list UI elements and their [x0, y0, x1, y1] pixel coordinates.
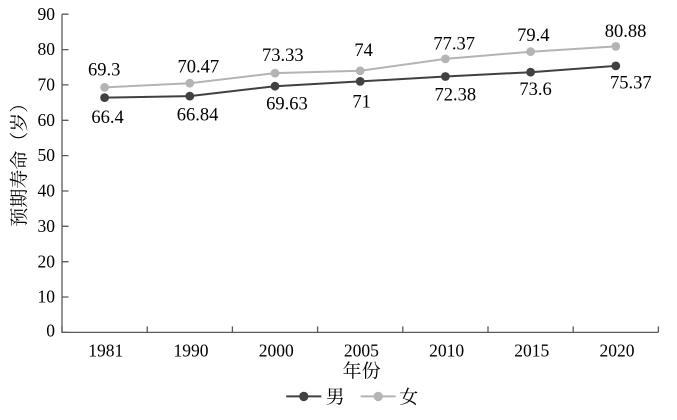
- svg-text:73.6: 73.6: [519, 80, 551, 100]
- svg-text:2010: 2010: [429, 341, 464, 361]
- svg-text:90: 90: [38, 4, 56, 24]
- svg-text:30: 30: [38, 216, 56, 236]
- svg-text:20: 20: [38, 251, 56, 271]
- svg-text:69.63: 69.63: [266, 94, 308, 114]
- svg-text:80: 80: [38, 39, 56, 59]
- svg-text:75.37: 75.37: [610, 74, 652, 94]
- svg-text:79.4: 79.4: [517, 26, 549, 46]
- svg-text:70.47: 70.47: [177, 58, 219, 78]
- svg-text:77.37: 77.37: [433, 35, 475, 55]
- svg-text:72.38: 72.38: [434, 86, 476, 106]
- svg-text:74: 74: [354, 41, 373, 61]
- svg-text:69.3: 69.3: [88, 60, 120, 80]
- svg-text:66.84: 66.84: [177, 106, 219, 126]
- svg-text:0: 0: [46, 321, 55, 341]
- svg-text:80.88: 80.88: [605, 22, 647, 42]
- svg-text:2020: 2020: [600, 341, 635, 361]
- svg-text:73.33: 73.33: [262, 46, 304, 66]
- svg-text:66.4: 66.4: [91, 108, 123, 128]
- svg-text:2005: 2005: [344, 341, 379, 361]
- svg-text:71: 71: [352, 92, 371, 112]
- svg-text:40: 40: [38, 181, 56, 201]
- svg-text:2000: 2000: [259, 341, 294, 361]
- svg-text:50: 50: [38, 145, 56, 165]
- svg-text:10: 10: [38, 287, 56, 307]
- svg-text:1990: 1990: [174, 341, 209, 361]
- svg-text:70: 70: [38, 75, 56, 95]
- svg-text:1981: 1981: [88, 341, 123, 361]
- svg-text:60: 60: [38, 110, 56, 130]
- svg-text:2015: 2015: [514, 341, 549, 361]
